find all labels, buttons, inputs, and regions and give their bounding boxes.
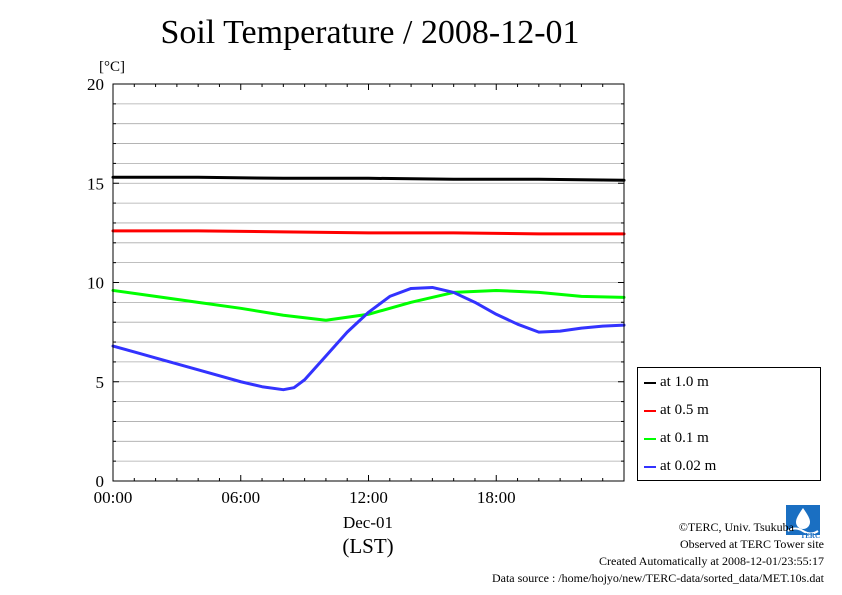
x-date-label: Dec-01 xyxy=(343,513,393,532)
chart-title: Soil Temperature / 2008-12-01 xyxy=(160,14,580,51)
x-tick-label: 12:00 xyxy=(349,488,388,507)
legend-item-05m: at 0.5 m xyxy=(644,402,709,422)
y-tick-label: 10 xyxy=(87,274,104,293)
legend-label: at 0.5 m xyxy=(660,402,709,418)
x-tick-label: 18:00 xyxy=(477,488,516,507)
legend: at 1.0 m at 0.5 m at 0.1 m at 0.02 m xyxy=(637,367,821,481)
legend-label: at 1.0 m xyxy=(660,374,709,390)
legend-swatch xyxy=(644,465,656,468)
x-tick-labels: 00:00 06:00 12:00 18:00 xyxy=(94,488,516,507)
grid-lines xyxy=(113,103,624,462)
legend-swatch xyxy=(644,381,656,384)
legend-item-1m: at 1.0 m xyxy=(644,374,709,394)
x-tick-label: 06:00 xyxy=(221,488,260,507)
site-text: Observed at TERC Tower site xyxy=(679,537,824,551)
y-tick-label: 20 xyxy=(87,75,104,94)
y-tick-label: 5 xyxy=(96,373,105,392)
x-tick-label: 00:00 xyxy=(94,488,133,507)
legend-label: at 0.1 m xyxy=(660,430,709,446)
legend-swatch xyxy=(644,409,656,412)
source-text: Data source : /home/hojyo/new/TERC-data/… xyxy=(491,571,824,585)
series-line-2 xyxy=(111,288,626,322)
terc-logo xyxy=(786,505,820,535)
y-tick-label: 0 xyxy=(96,472,105,491)
y-tick-label: 15 xyxy=(87,174,104,193)
logo-text: TERC xyxy=(800,532,820,540)
series-line-1 xyxy=(111,229,626,236)
series-line-0 xyxy=(111,175,626,182)
axis-ticks xyxy=(112,83,625,482)
series-lines xyxy=(111,175,626,392)
y-tick-labels: 0 5 10 15 20 xyxy=(87,75,104,491)
legend-swatch xyxy=(644,437,656,440)
created-text: Created Automatically at 2008-12-01/23:5… xyxy=(599,554,824,568)
copyright-text: ©TERC, Univ. Tsukuba xyxy=(678,520,794,534)
y-axis-unit: [°C] xyxy=(99,59,125,75)
legend-item-01m: at 0.1 m xyxy=(644,430,709,450)
legend-item-002m: at 0.02 m xyxy=(644,458,716,478)
series-line-3 xyxy=(111,285,626,392)
legend-label: at 0.02 m xyxy=(660,458,717,474)
x-axis-label: (LST) xyxy=(342,534,393,558)
